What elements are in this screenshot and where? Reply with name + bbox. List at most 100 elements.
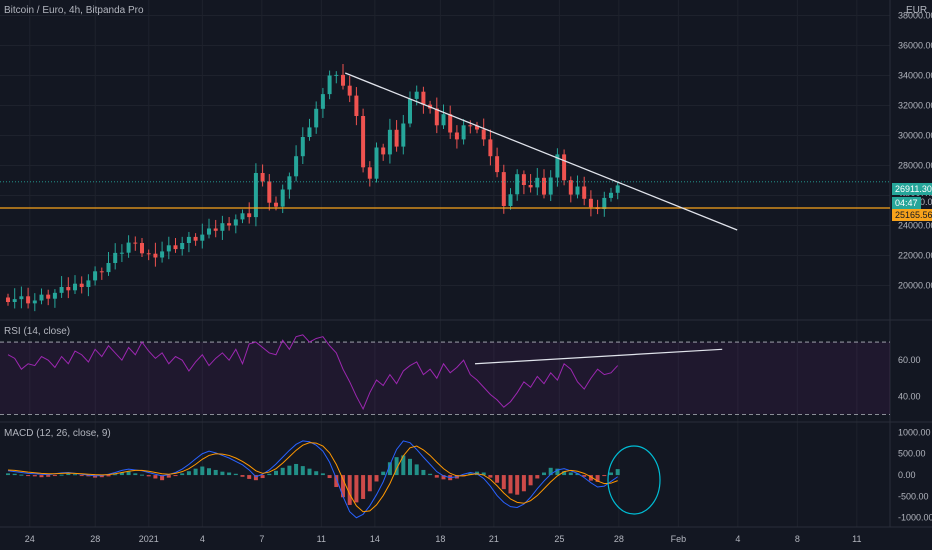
candle-body[interactable]: [213, 228, 218, 231]
candle-body[interactable]: [528, 185, 533, 188]
macd-histogram-bar[interactable]: [354, 475, 359, 503]
macd-histogram-bar[interactable]: [267, 473, 272, 476]
candle-body[interactable]: [568, 180, 573, 195]
resistance-trendline[interactable]: [344, 72, 738, 231]
candle-body[interactable]: [200, 234, 205, 241]
macd-histogram-bar[interactable]: [153, 475, 158, 479]
candle-body[interactable]: [609, 192, 613, 198]
candle-body[interactable]: [173, 245, 178, 250]
candle-body[interactable]: [387, 129, 392, 155]
macd-title[interactable]: MACD (12, 26, close, 9): [4, 428, 111, 439]
macd-histogram-bar[interactable]: [12, 473, 17, 476]
macd-histogram-bar[interactable]: [146, 475, 151, 477]
candle-body[interactable]: [240, 213, 245, 220]
candle-body[interactable]: [314, 108, 319, 128]
macd-histogram-bar[interactable]: [193, 468, 198, 476]
macd-histogram-bar[interactable]: [240, 475, 245, 477]
macd-histogram-bar[interactable]: [180, 473, 185, 476]
candle-body[interactable]: [327, 75, 332, 95]
macd-histogram-bar[interactable]: [562, 471, 567, 476]
candle-body[interactable]: [287, 176, 292, 190]
candle-body[interactable]: [46, 294, 51, 299]
candle-body[interactable]: [39, 294, 44, 301]
macd-histogram-bar[interactable]: [347, 475, 352, 505]
macd-histogram-bar[interactable]: [441, 475, 446, 480]
price-candles[interactable]: [6, 63, 620, 312]
macd-circle-annotation[interactable]: [607, 445, 661, 515]
candle-body[interactable]: [454, 132, 459, 140]
macd-histogram-bar[interactable]: [428, 473, 433, 476]
macd-histogram-bar[interactable]: [414, 464, 419, 476]
candle-body[interactable]: [441, 114, 446, 126]
candle-body[interactable]: [113, 252, 118, 263]
candle-body[interactable]: [562, 154, 567, 181]
symbol-title[interactable]: Bitcoin / Euro, 4h, Bitpanda Pro: [4, 5, 144, 16]
macd-histogram-bar[interactable]: [287, 465, 292, 476]
candle-body[interactable]: [320, 94, 325, 109]
macd-histogram-bar[interactable]: [260, 475, 265, 479]
macd-histogram-bar[interactable]: [207, 468, 211, 476]
macd-histogram-bar[interactable]: [314, 471, 319, 476]
macd-histogram-bar[interactable]: [227, 472, 232, 476]
candle-body[interactable]: [542, 177, 546, 195]
candle-body[interactable]: [19, 296, 24, 300]
macd-histogram-bar[interactable]: [401, 455, 406, 476]
macd-histogram-bar[interactable]: [59, 474, 64, 476]
macd-histogram-bar[interactable]: [568, 472, 573, 476]
macd-histogram-bar[interactable]: [361, 475, 366, 499]
macd-histogram-bar[interactable]: [166, 475, 171, 478]
macd-histogram-bar[interactable]: [73, 474, 77, 476]
candle-body[interactable]: [186, 236, 191, 243]
macd-histogram-bar[interactable]: [595, 475, 600, 482]
candle-body[interactable]: [106, 263, 111, 273]
macd-histogram-bar[interactable]: [213, 469, 218, 476]
candle-body[interactable]: [408, 98, 412, 124]
macd-histogram-bar[interactable]: [26, 475, 31, 477]
rsi-title[interactable]: RSI (14, close): [4, 326, 71, 337]
macd-histogram-bar[interactable]: [341, 475, 345, 498]
macd-histogram-bar[interactable]: [99, 475, 104, 478]
macd-histogram-bar[interactable]: [106, 475, 111, 477]
candle-body[interactable]: [133, 242, 138, 244]
candle-body[interactable]: [274, 202, 278, 207]
macd-histogram-bar[interactable]: [535, 475, 540, 479]
candle-body[interactable]: [99, 271, 104, 273]
candle-body[interactable]: [300, 137, 305, 157]
candle-body[interactable]: [394, 129, 399, 147]
macd-histogram-bar[interactable]: [408, 458, 412, 476]
candle-body[interactable]: [367, 167, 372, 179]
candle-body[interactable]: [535, 177, 540, 188]
macd-histogram-bar[interactable]: [615, 469, 620, 476]
macd-histogram-bar[interactable]: [575, 473, 580, 476]
candle-body[interactable]: [93, 271, 98, 281]
candle-body[interactable]: [307, 127, 312, 137]
macd-histogram-bar[interactable]: [508, 475, 513, 494]
macd-histogram-bar[interactable]: [555, 468, 560, 476]
macd-histogram-bar[interactable]: [220, 471, 225, 476]
candle-body[interactable]: [468, 125, 473, 127]
candle-body[interactable]: [481, 129, 486, 140]
candle-body[interactable]: [140, 243, 144, 254]
candle-body[interactable]: [180, 243, 185, 250]
macd-histogram-bar[interactable]: [274, 470, 278, 476]
macd-histogram-bar[interactable]: [327, 475, 332, 479]
candle-body[interactable]: [334, 74, 339, 76]
candle-body[interactable]: [52, 292, 57, 299]
candle-body[interactable]: [227, 223, 232, 226]
candle-body[interactable]: [588, 198, 593, 208]
candle-body[interactable]: [381, 147, 386, 155]
macd-histogram-bar[interactable]: [253, 475, 258, 481]
macd-histogram-bar[interactable]: [495, 475, 500, 483]
candle-body[interactable]: [6, 297, 10, 303]
candle-body[interactable]: [341, 74, 345, 86]
macd-histogram-bar[interactable]: [528, 475, 533, 486]
candle-body[interactable]: [233, 219, 238, 226]
macd-histogram-bar[interactable]: [119, 472, 124, 476]
macd-histogram-bar[interactable]: [588, 475, 593, 481]
macd-histogram-bar[interactable]: [200, 466, 205, 476]
candle-body[interactable]: [374, 147, 379, 179]
macd-histogram-bar[interactable]: [280, 467, 285, 476]
macd-histogram-bar[interactable]: [542, 472, 546, 476]
macd-histogram-bar[interactable]: [126, 471, 131, 476]
